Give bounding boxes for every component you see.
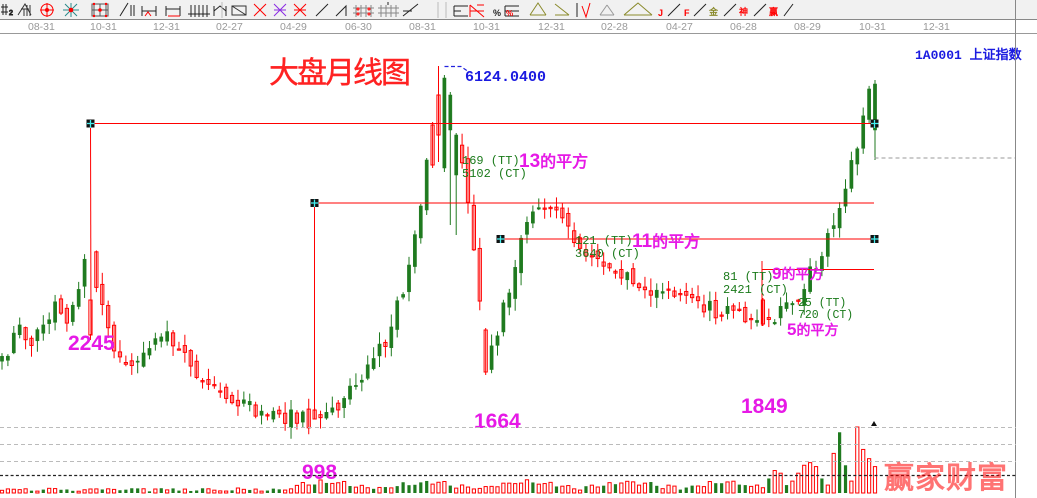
svg-text:赢: 赢 [769, 6, 778, 17]
svg-text:神: 神 [739, 6, 748, 17]
svg-text:%: % [493, 8, 501, 18]
svg-text:2: 2 [9, 10, 13, 17]
svg-text:金: 金 [708, 6, 719, 17]
svg-text:F: F [684, 8, 690, 18]
svg-text:%: % [506, 9, 513, 18]
svg-text:J: J [658, 8, 663, 18]
